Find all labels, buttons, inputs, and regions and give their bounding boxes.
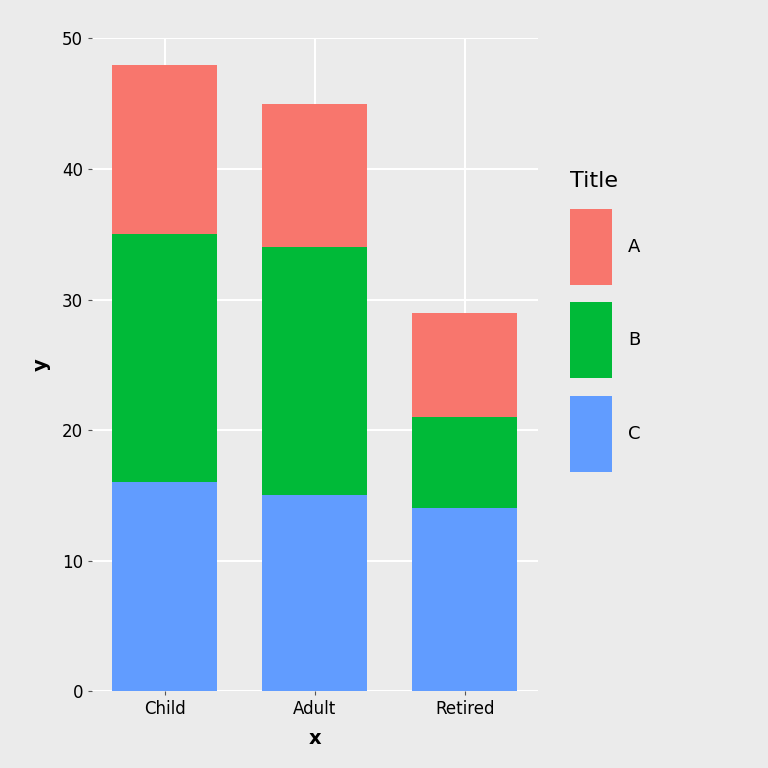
FancyBboxPatch shape [570,396,613,472]
FancyBboxPatch shape [570,302,613,379]
Bar [112,482,217,691]
FancyBboxPatch shape [570,209,613,285]
Bar [112,234,217,482]
Bar [263,495,367,691]
Bar [263,104,367,247]
X-axis label: x: x [309,730,321,748]
Text: A: A [627,238,641,256]
Text: Title: Title [570,170,618,191]
Text: C: C [627,425,641,442]
Bar [112,65,217,234]
Text: B: B [627,331,640,349]
Bar [263,247,367,495]
Bar [412,417,518,508]
Y-axis label: y: y [32,359,51,371]
Bar [412,508,518,691]
Bar [412,313,518,417]
